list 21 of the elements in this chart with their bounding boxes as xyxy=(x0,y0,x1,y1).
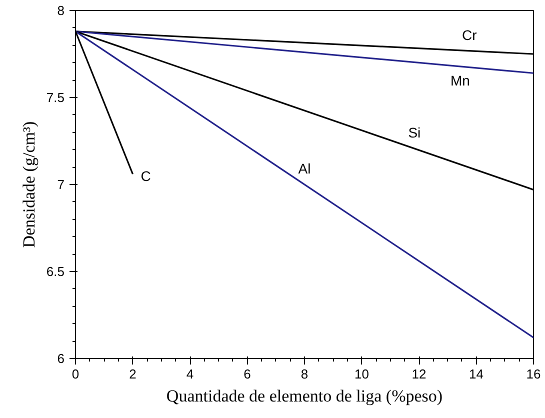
x-tick-label: 14 xyxy=(469,366,484,382)
x-tick-label: 0 xyxy=(72,366,80,382)
series-label: Mn xyxy=(450,72,470,88)
y-tick-label: 8 xyxy=(57,3,65,18)
x-tick-label: 12 xyxy=(412,366,426,382)
y-tick-label: 7 xyxy=(57,177,65,192)
series-label: Al xyxy=(298,160,311,176)
x-tick-label: 10 xyxy=(354,366,369,382)
x-tick-label: 4 xyxy=(186,366,194,382)
y-tick-label: 6 xyxy=(57,351,65,366)
series-label: Si xyxy=(408,124,421,141)
series-label: C xyxy=(140,168,151,184)
y-axis-title: Densidade (g/cm³) xyxy=(19,121,38,248)
series-label: Cr xyxy=(462,26,478,43)
x-tick-label: 16 xyxy=(526,366,541,382)
y-tick-label: 7.5 xyxy=(46,90,65,105)
x-tick-label: 8 xyxy=(300,366,308,382)
x-tick-label: 6 xyxy=(244,366,251,382)
y-tick-label: 6.5 xyxy=(46,264,65,279)
x-axis-title: Quantidade de elemento de liga (%peso) xyxy=(166,386,443,406)
x-tick-label: 2 xyxy=(129,366,136,382)
